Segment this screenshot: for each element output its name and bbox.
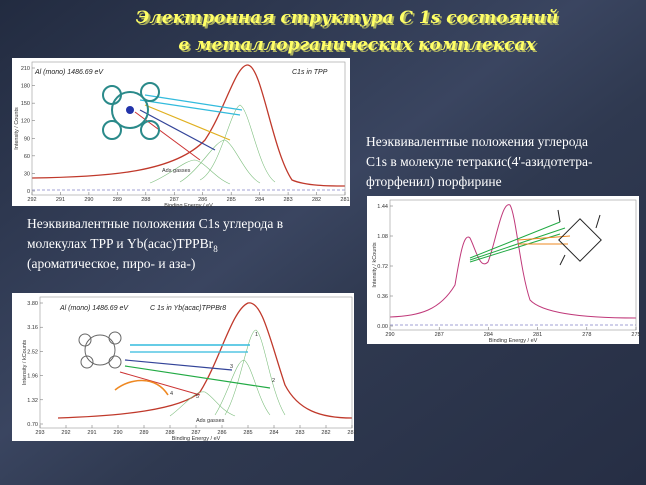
peak-number: 5 bbox=[196, 394, 199, 400]
y-tick-label: 0.70 bbox=[27, 422, 38, 428]
caption-line: молекулах TPP и Yb(acac)TPPBr8 bbox=[27, 236, 218, 254]
panel-label: C 1s in Yb(acac)TPPBr8 bbox=[150, 305, 226, 312]
y-tick-label: 3.80 bbox=[27, 301, 38, 307]
x-tick-label: 286 bbox=[198, 197, 207, 203]
x-tick-label: 281 bbox=[340, 197, 349, 203]
x-tick-label: 287 bbox=[191, 430, 200, 436]
y-tick-label: 1.44 bbox=[377, 204, 388, 210]
x-tick-label: 283 bbox=[295, 430, 304, 436]
caption-line: Неэквивалентные положения С1s углерода в bbox=[27, 216, 283, 231]
y-axis-label: Intensity / kCounts bbox=[22, 340, 28, 385]
y-tick-label: 150 bbox=[21, 101, 30, 107]
source-label: Al (mono) 1486.69 eV bbox=[59, 305, 129, 312]
title-shadow: в металлорганических комплексах bbox=[180, 37, 538, 57]
x-tick-label: 284 bbox=[269, 430, 278, 436]
peak-number: 3 bbox=[230, 364, 233, 370]
caption-right: Неэквивалентные положения углерода C1s в… bbox=[366, 134, 593, 189]
y-tick-label: 180 bbox=[21, 84, 30, 90]
peak-number: 1 bbox=[255, 332, 258, 338]
caption-text: молекулах TPP и Yb(acac)TPPBr bbox=[27, 236, 214, 251]
x-tick-label: 289 bbox=[139, 430, 148, 436]
x-tick-label: 284 bbox=[255, 197, 264, 203]
y-axis-label: Intensity / Counts bbox=[14, 107, 20, 150]
y-tick-label: 3.16 bbox=[27, 325, 38, 331]
x-tick-label: 282 bbox=[321, 430, 330, 436]
x-axis-label: Binding Energy / eV bbox=[172, 436, 221, 442]
caption-line: C1s в молекуле тетракис(4'-азидотетра- bbox=[366, 154, 593, 169]
x-tick-label: 282 bbox=[312, 197, 321, 203]
x-tick-label: 281 bbox=[533, 332, 542, 338]
x-tick-label: 283 bbox=[283, 197, 292, 203]
x-tick-label: 287 bbox=[170, 197, 179, 203]
caption-line: фторфенил) порфирине bbox=[366, 174, 502, 189]
y-tick-label: 1.96 bbox=[27, 374, 38, 380]
x-tick-label: 285 bbox=[227, 197, 236, 203]
x-tick-label: 285 bbox=[243, 430, 252, 436]
x-tick-label: 288 bbox=[165, 430, 174, 436]
x-tick-label: 290 bbox=[113, 430, 122, 436]
y-tick-label: 0.72 bbox=[377, 264, 388, 270]
x-tick-label: 292 bbox=[27, 197, 36, 203]
x-tick-label: 289 bbox=[113, 197, 122, 203]
title-shadow: Электронная структура С 1s состояний bbox=[138, 10, 560, 30]
panel-label: C1s in TPP bbox=[292, 69, 328, 76]
caption-subscript: 8 bbox=[213, 244, 218, 254]
x-tick-label: 284 bbox=[484, 332, 493, 338]
panel-frame bbox=[367, 196, 639, 344]
panel-frame bbox=[12, 293, 354, 441]
x-axis-label: Binding Energy / eV bbox=[489, 338, 538, 344]
y-axis-label: Intensity / kCounts bbox=[372, 242, 378, 287]
source-label: Al (mono) 1486.69 eV bbox=[34, 69, 104, 76]
y-tick-label: 2.52 bbox=[27, 349, 38, 355]
x-tick-label: 278 bbox=[582, 332, 591, 338]
caption-left: Неэквивалентные положения С1s углерода в… bbox=[27, 216, 283, 271]
x-tick-label: 291 bbox=[87, 430, 96, 436]
spectrum-3 bbox=[57, 302, 353, 419]
y-tick-label: 60 bbox=[24, 154, 30, 160]
note: Ads gasses bbox=[162, 168, 191, 174]
note: Ads gasses bbox=[196, 418, 225, 424]
title-line: Электронная структура С 1s состояний bbox=[136, 8, 558, 28]
y-tick-label: 120 bbox=[21, 119, 30, 125]
plot-area bbox=[31, 61, 346, 196]
x-tick-label: 286 bbox=[217, 430, 226, 436]
x-axis-label: Binding Energy / eV bbox=[164, 203, 213, 209]
x-tick-label: 275 bbox=[631, 332, 640, 338]
title-line: в металлорганических комплексах bbox=[178, 35, 536, 55]
spectrum-1 bbox=[31, 64, 346, 191]
peak-number: 2 bbox=[272, 378, 275, 384]
caption-line: Неэквивалентные положения углерода bbox=[366, 134, 588, 149]
y-tick-label: 1.08 bbox=[377, 234, 388, 240]
x-tick-label: 281 bbox=[347, 430, 356, 436]
x-tick-label: 290 bbox=[84, 197, 93, 203]
x-tick-label: 291 bbox=[56, 197, 65, 203]
x-tick-label: 288 bbox=[141, 197, 150, 203]
x-tick-label: 287 bbox=[435, 332, 444, 338]
x-tick-label: 292 bbox=[61, 430, 70, 436]
y-tick-label: 0.36 bbox=[377, 294, 388, 300]
y-tick-label: 0 bbox=[27, 189, 30, 195]
x-tick-label: 293 bbox=[35, 430, 44, 436]
y-tick-label: 90 bbox=[24, 136, 30, 142]
plot-area bbox=[389, 199, 637, 331]
x-tick-label: 290 bbox=[385, 332, 394, 338]
peak-number: 4 bbox=[170, 391, 173, 397]
y-tick-label: 30 bbox=[24, 171, 30, 177]
y-tick-label: 210 bbox=[21, 66, 30, 72]
title: Электронная структура С 1s состояний Эле… bbox=[136, 8, 560, 57]
spectrum-2 bbox=[389, 204, 637, 326]
y-tick-label: 1.32 bbox=[27, 398, 38, 404]
caption-line: (ароматическое, пиро- и аза-) bbox=[27, 256, 195, 271]
y-tick-label: 0.00 bbox=[377, 324, 388, 330]
